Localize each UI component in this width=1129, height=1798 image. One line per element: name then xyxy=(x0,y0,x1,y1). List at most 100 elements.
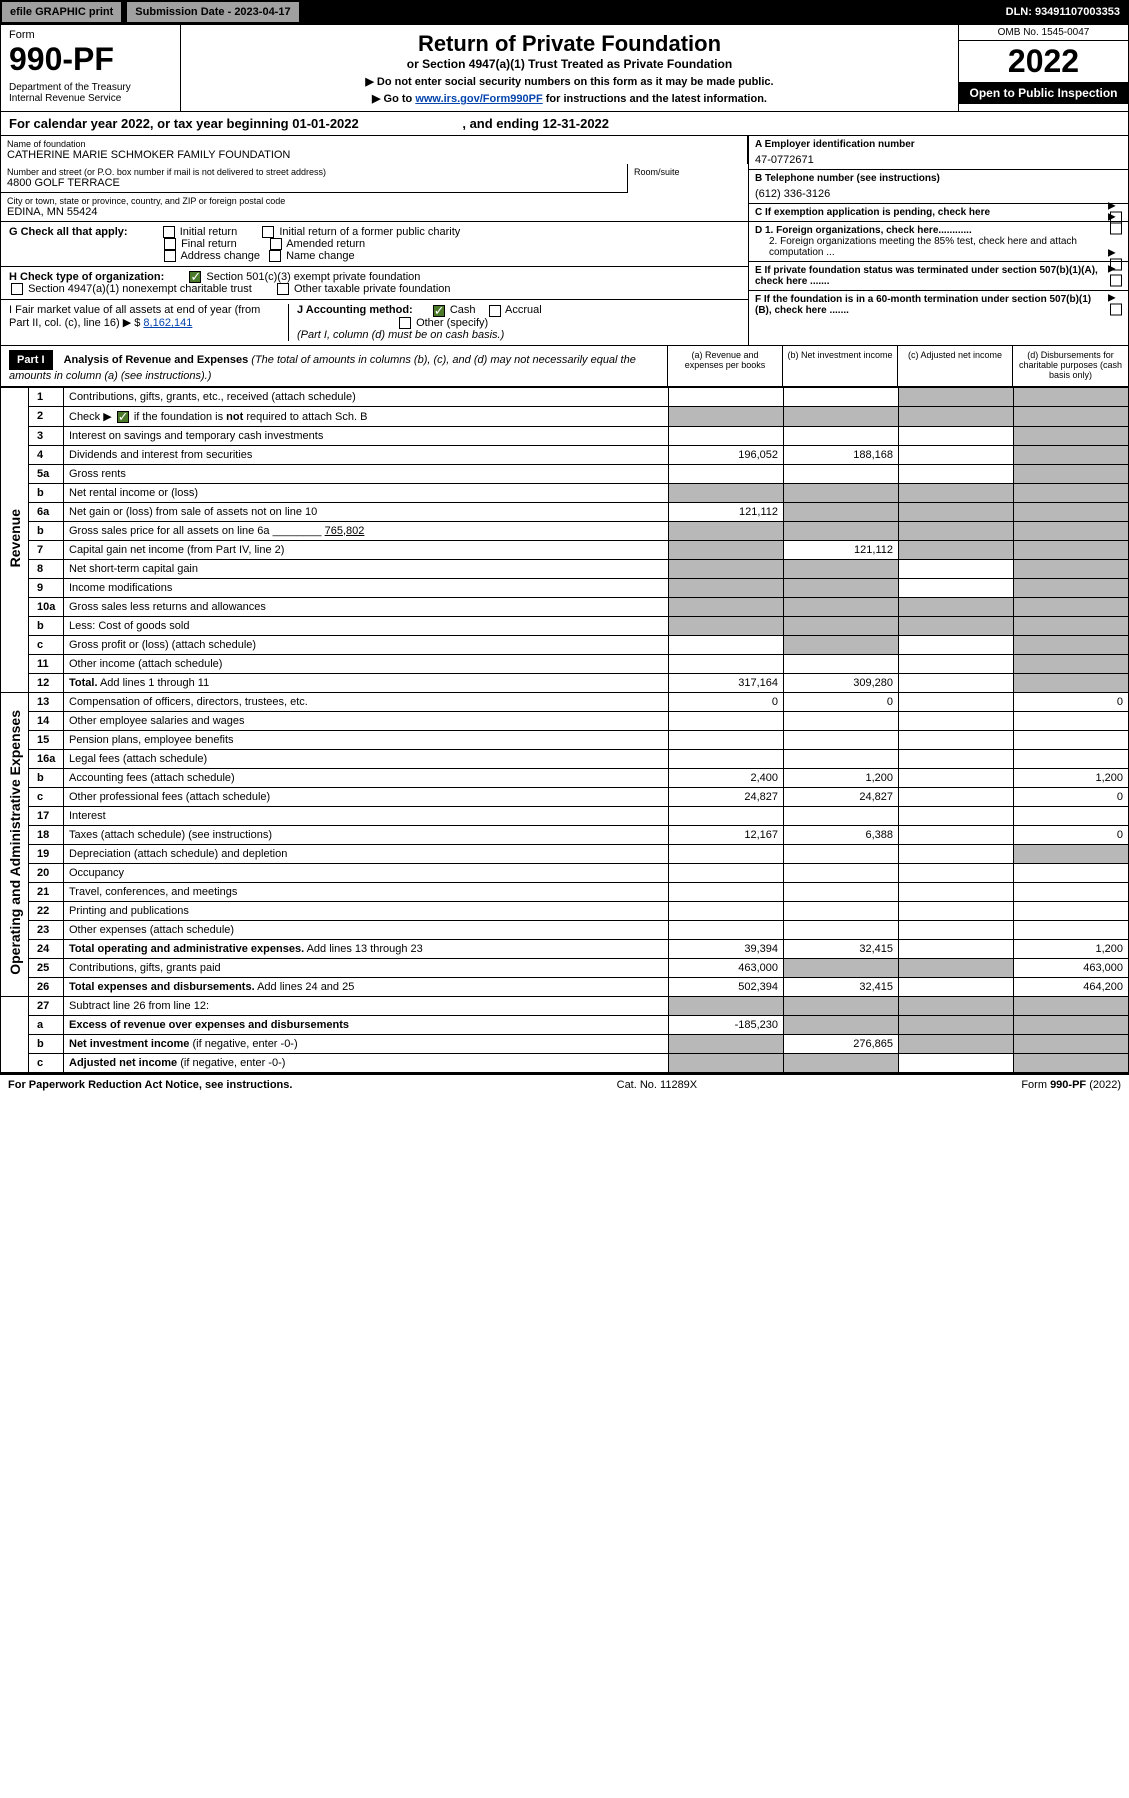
table-cell xyxy=(1014,1034,1129,1053)
line-description: Taxes (attach schedule) (see instruction… xyxy=(64,825,669,844)
table-cell xyxy=(669,844,784,863)
table-cell: 121,112 xyxy=(784,540,899,559)
table-row: 23Other expenses (attach schedule) xyxy=(1,920,1129,939)
table-cell xyxy=(1014,1053,1129,1072)
e-checkbox[interactable] xyxy=(1110,275,1122,287)
table-cell: 39,394 xyxy=(669,939,784,958)
line-description: Excess of revenue over expenses and disb… xyxy=(64,1015,669,1034)
foundation-name: CATHERINE MARIE SCHMOKER FAMILY FOUNDATI… xyxy=(7,149,741,161)
table-cell xyxy=(784,901,899,920)
cash-checkbox[interactable] xyxy=(433,305,445,317)
irs-label: Internal Revenue Service xyxy=(9,93,172,104)
table-cell xyxy=(899,958,1014,977)
table-cell xyxy=(669,521,784,540)
table-cell xyxy=(899,901,1014,920)
d1-checkbox[interactable] xyxy=(1110,222,1122,234)
table-cell xyxy=(669,540,784,559)
submission-date: Submission Date - 2023-04-17 xyxy=(126,1,299,23)
table-cell xyxy=(899,692,1014,711)
top-bar: efile GRAPHIC print Submission Date - 20… xyxy=(0,0,1129,24)
table-cell xyxy=(1014,901,1129,920)
address: 4800 GOLF TERRACE xyxy=(7,177,621,189)
initial-former-checkbox[interactable] xyxy=(262,226,274,238)
ein-label: A Employer identification number xyxy=(755,139,1122,150)
f-checkbox[interactable] xyxy=(1110,304,1122,316)
efile-button[interactable]: efile GRAPHIC print xyxy=(1,1,122,23)
table-cell xyxy=(899,654,1014,673)
table-cell xyxy=(784,426,899,445)
table-cell xyxy=(1014,445,1129,464)
address-change-checkbox[interactable] xyxy=(164,250,176,262)
accrual-checkbox[interactable] xyxy=(489,305,501,317)
section-label: Operating and Administrative Expenses xyxy=(1,692,29,996)
table-cell xyxy=(899,521,1014,540)
g-section: G Check all that apply: Initial return I… xyxy=(1,222,748,267)
table-cell xyxy=(899,387,1014,406)
table-cell: 24,827 xyxy=(784,787,899,806)
table-cell: 2,400 xyxy=(669,768,784,787)
table-cell xyxy=(669,387,784,406)
form-subtitle: or Section 4947(a)(1) Trust Treated as P… xyxy=(187,57,952,71)
other-taxable-checkbox[interactable] xyxy=(277,283,289,295)
line-description: Other expenses (attach schedule) xyxy=(64,920,669,939)
line-number: 1 xyxy=(29,387,64,406)
line-description: Gross profit or (loss) (attach schedule) xyxy=(64,635,669,654)
table-cell xyxy=(1014,406,1129,426)
f-label: F If the foundation is in a 60-month ter… xyxy=(755,294,1091,316)
table-cell: 464,200 xyxy=(1014,977,1129,996)
part1-header-row: Part I Analysis of Revenue and Expenses … xyxy=(0,346,1129,387)
table-row: 18Taxes (attach schedule) (see instructi… xyxy=(1,825,1129,844)
final-return-checkbox[interactable] xyxy=(164,238,176,250)
footer-right: Form 990-PF (2022) xyxy=(1021,1079,1121,1091)
initial-return-checkbox[interactable] xyxy=(163,226,175,238)
table-row: 16aLegal fees (attach schedule) xyxy=(1,749,1129,768)
table-row: cGross profit or (loss) (attach schedule… xyxy=(1,635,1129,654)
line-description: Travel, conferences, and meetings xyxy=(64,882,669,901)
table-cell xyxy=(899,578,1014,597)
table-cell xyxy=(784,654,899,673)
table-cell xyxy=(899,406,1014,426)
table-cell: 24,827 xyxy=(669,787,784,806)
table-cell xyxy=(899,768,1014,787)
table-cell xyxy=(1014,464,1129,483)
table-cell xyxy=(784,958,899,977)
form990pf-link[interactable]: www.irs.gov/Form990PF xyxy=(415,93,542,105)
501c3-checkbox[interactable] xyxy=(189,271,201,283)
line-number: 4 xyxy=(29,445,64,464)
line-number: b xyxy=(29,768,64,787)
table-row: 25Contributions, gifts, grants paid463,0… xyxy=(1,958,1129,977)
table-cell xyxy=(899,502,1014,521)
line-number: 25 xyxy=(29,958,64,977)
table-cell: 1,200 xyxy=(1014,939,1129,958)
table-cell xyxy=(669,996,784,1015)
line-description: Contributions, gifts, grants paid xyxy=(64,958,669,977)
phone-value: (612) 336-3126 xyxy=(755,188,1122,200)
table-cell: 0 xyxy=(784,692,899,711)
line-description: Total operating and administrative expen… xyxy=(64,939,669,958)
part1-badge: Part I xyxy=(9,350,53,370)
d1-label: D 1. Foreign organizations, check here..… xyxy=(755,225,972,236)
amended-return-checkbox[interactable] xyxy=(270,238,282,250)
table-cell xyxy=(899,806,1014,825)
table-cell xyxy=(784,578,899,597)
line-number: 26 xyxy=(29,977,64,996)
table-cell xyxy=(899,939,1014,958)
other-method-checkbox[interactable] xyxy=(399,317,411,329)
table-cell xyxy=(669,483,784,502)
line-number: 8 xyxy=(29,559,64,578)
form-label: Form xyxy=(9,29,172,41)
name-change-checkbox[interactable] xyxy=(269,250,281,262)
table-cell xyxy=(1014,882,1129,901)
table-cell xyxy=(899,559,1014,578)
table-cell xyxy=(669,806,784,825)
table-row: 15Pension plans, employee benefits xyxy=(1,730,1129,749)
table-row: 7Capital gain net income (from Part IV, … xyxy=(1,540,1129,559)
section-spacer xyxy=(1,996,29,1072)
table-cell xyxy=(784,483,899,502)
line-description: Gross sales less returns and allowances xyxy=(64,597,669,616)
table-cell xyxy=(899,540,1014,559)
table-cell xyxy=(669,863,784,882)
table-cell: 188,168 xyxy=(784,445,899,464)
4947a1-checkbox[interactable] xyxy=(11,283,23,295)
line-description: Dividends and interest from securities xyxy=(64,445,669,464)
